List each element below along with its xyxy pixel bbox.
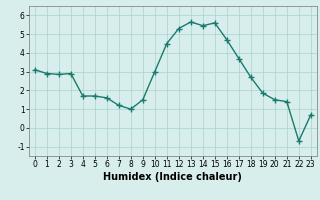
X-axis label: Humidex (Indice chaleur): Humidex (Indice chaleur) (103, 172, 242, 182)
